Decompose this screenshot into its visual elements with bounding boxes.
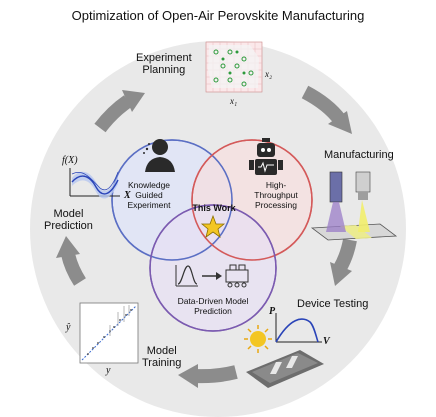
cycle-arrows [56,85,357,388]
venn-throughput-line2: Throughput [254,190,298,200]
mini-curve-axes [175,265,198,287]
data-driven-icons [175,264,249,288]
arrow-planning-to-manufacturing [301,85,352,134]
device-testing-icons [244,313,324,388]
venn-data-driven-line2: Prediction [194,306,232,316]
label-model-training-line1: Model [146,345,177,357]
sun-icon [244,325,272,353]
venn-throughput-line3: Processing [254,200,298,210]
label-device-testing: Device Testing [297,298,369,310]
prediction-gp-plot [69,168,120,199]
arrow-manufacturing-to-testing [330,238,357,286]
arrow-training-to-prediction [56,236,86,286]
pv-curve-chart [275,313,322,343]
scientist-icon [143,139,175,172]
venn-label-this-work: This Work [192,203,236,213]
robot-icon [249,138,283,175]
label-manufacturing: Manufacturing [324,149,394,161]
planning-axis-x2: x₂ [265,69,273,79]
arrow-testing-to-training [178,364,238,388]
solar-cells-icon [246,350,324,388]
venn-knowledge-line3: Experiment [127,200,171,210]
training-axis-yhat: ŷ [66,322,71,333]
manufacturing-machine-icon [310,171,398,241]
venn-diagram [111,139,313,332]
venn-knowledge-line2: Guided [135,190,163,200]
label-model-training-line2: Training [142,357,182,369]
label-model-training: Model Training [142,345,181,369]
testing-axis-p: P [269,306,276,317]
factory-icon [225,264,249,288]
prediction-axis-x: X [124,190,131,201]
mini-curve-icon [177,265,198,285]
venn-label-data-driven: Data-Driven Model Prediction [168,296,258,316]
label-model-prediction-line2: Prediction [44,220,93,232]
training-parity-plot [79,302,139,364]
testing-axis-v: V [323,336,330,347]
label-model-prediction-line1: Model [53,208,84,220]
prediction-axis-fx: f(X) [62,155,78,166]
venn-label-knowledge: Knowledge Guided Experiment [124,180,174,210]
planning-axis-x1: x₁ [230,96,238,106]
label-experiment-planning: Experiment Planning [136,52,192,76]
star-icon [200,214,226,238]
label-experiment-planning-line1: Experiment [136,52,192,64]
label-model-prediction: Model Prediction [44,208,93,232]
venn-label-throughput: High- Throughput Processing [250,180,302,210]
planning-grid-icon [205,41,263,93]
venn-throughput-line1: High- [265,180,287,190]
training-axis-y: y [106,365,111,376]
label-experiment-planning-line2: Planning [142,64,186,76]
venn-knowledge-line1: Knowledge [127,180,171,190]
venn-data-driven-line1: Data-Driven Model [177,296,249,306]
figure-title: Optimization of Open-Air Perovskite Manu… [71,8,365,23]
arrow-prediction-to-planning [94,90,145,133]
